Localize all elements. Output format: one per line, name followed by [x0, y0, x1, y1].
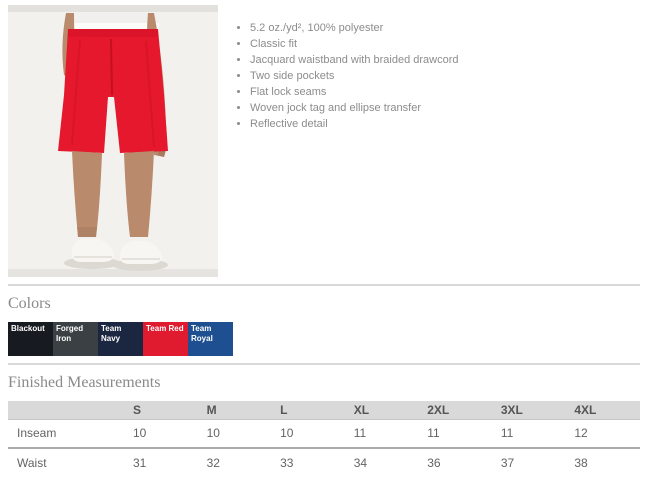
header-cell-s: S: [125, 401, 199, 420]
measurements-table-head: S M L XL 2XL 3XL 4XL: [8, 401, 640, 420]
header-cell-xl: XL: [345, 401, 420, 420]
feature-item: Reflective detail: [250, 116, 459, 132]
measurement-value: 38: [574, 456, 588, 470]
feature-item: Two side pockets: [250, 68, 459, 84]
feature-item: 5.2 oz./yd², 100% polyester: [250, 20, 459, 36]
color-swatch-blackout[interactable]: Blackout: [8, 322, 53, 356]
color-swatch-team-royal[interactable]: Team Royal: [188, 322, 233, 356]
measurement-value: 11: [492, 419, 567, 449]
measurement-value: 33: [280, 456, 294, 470]
measurement-value: 31: [133, 456, 147, 470]
measurement-value: 12: [566, 419, 640, 449]
header-cell-m: M: [198, 401, 273, 420]
colors-section-title: Colors: [8, 295, 51, 312]
table-row-waist: Waist 31 32 33 34 36 37 38: [8, 448, 640, 477]
measurement-value: 11: [345, 419, 420, 449]
measurement-value: 36: [427, 456, 441, 470]
color-swatch-team-red[interactable]: Team Red: [143, 322, 188, 356]
header-cell-empty: [8, 401, 125, 420]
measurements-section-title: Finished Measurements: [8, 374, 161, 391]
row-label: Inseam: [8, 419, 125, 449]
measurement-value: 34: [353, 456, 368, 470]
measurement-value: 37: [500, 456, 515, 470]
product-photo: [8, 5, 218, 277]
color-swatch-row: Blackout Forged Iron Team Navy Team Red Team…: [8, 322, 640, 356]
color-swatch-forged-iron[interactable]: Forged Iron: [53, 322, 98, 356]
table-row-inseam: Inseam 10 10 10 11 11 11 12: [8, 419, 640, 449]
measurements-table: S M L XL 2XL 3XL 4XL Inseam 10 10 10 11 11 11 12 Waist…: [8, 401, 640, 477]
header-cell-3xl: 3XL: [492, 401, 567, 420]
row-label: Waist: [17, 456, 47, 470]
feature-item: Flat lock seams: [250, 84, 459, 100]
measurement-value: 32: [206, 456, 220, 470]
section-divider: [8, 363, 640, 365]
product-overview-section: 5.2 oz./yd², 100% polyesterClassic fitJa…: [8, 5, 640, 277]
measurements-header-row: S M L XL 2XL 3XL 4XL: [8, 401, 640, 420]
feature-list: 5.2 oz./yd², 100% polyesterClassic fitJa…: [250, 20, 459, 132]
feature-item: Classic fit: [250, 36, 459, 52]
color-swatch-team-navy[interactable]: Team Navy: [98, 322, 143, 356]
measurement-value: 10: [198, 419, 273, 449]
feature-item: Woven jock tag and ellipse transfer: [250, 100, 459, 116]
measurement-value: 11: [419, 419, 493, 449]
feature-item: Jacquard waistband with braided drawcord: [250, 52, 459, 68]
measurements-table-body: Inseam 10 10 10 11 11 11 12 Waist 31 32 33 34 36 37 38: [8, 419, 640, 477]
header-cell-2xl: 2XL: [419, 401, 493, 420]
header-cell-l: L: [272, 401, 346, 420]
measurement-value: 10: [272, 419, 346, 449]
header-cell-4xl: 4XL: [566, 401, 640, 420]
measurement-value: 10: [125, 419, 199, 449]
section-divider: [8, 284, 640, 286]
